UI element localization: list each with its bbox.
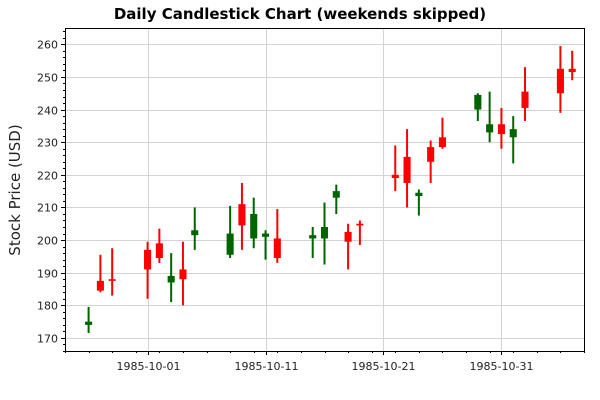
- candle-body: [438, 137, 446, 148]
- candle: [556, 45, 564, 113]
- candle-body: [144, 249, 152, 270]
- candle: [415, 189, 423, 216]
- candle-body: [568, 68, 576, 73]
- candle: [568, 50, 576, 81]
- chart-title: Daily Candlestick Chart (weekends skippe…: [114, 5, 486, 23]
- candle-body: [250, 213, 258, 239]
- x-tick-label: 1985-10-11: [235, 360, 299, 373]
- candle: [474, 93, 482, 121]
- candle-body: [474, 94, 482, 110]
- candle-body: [521, 91, 529, 108]
- plot-frame: [65, 28, 585, 352]
- candle: [320, 202, 329, 265]
- candle: [509, 116, 517, 164]
- candle-body: [497, 124, 505, 135]
- candle-body: [427, 147, 435, 162]
- x-tick-label: 1985-10-01: [117, 360, 181, 373]
- candle-body: [486, 124, 494, 133]
- candle-body: [391, 174, 399, 179]
- candle: [309, 227, 317, 259]
- candle: [356, 220, 364, 245]
- candle: [332, 184, 340, 214]
- candle: [108, 248, 116, 296]
- y-tick-label: 220: [37, 170, 58, 183]
- grid-lines: [65, 28, 584, 351]
- candle-body: [85, 321, 93, 325]
- y-axis-label: Stock Price (USD): [6, 124, 24, 255]
- candle: [250, 197, 258, 249]
- x-axis: 1985-10-01 1985-10-11 1985-10-21 1985-10-31: [65, 351, 585, 373]
- candle: [344, 223, 352, 270]
- y-tick-label: 230: [37, 137, 58, 150]
- candle: [438, 117, 446, 149]
- candle: [403, 129, 411, 208]
- candle-body: [261, 233, 270, 237]
- y-tick-label: 210: [37, 202, 58, 215]
- candle: [96, 254, 104, 293]
- candle: [167, 253, 175, 303]
- candle: [226, 205, 234, 259]
- candle: [191, 207, 199, 250]
- x-tick-label: 1985-10-31: [470, 360, 534, 373]
- candle-body: [403, 156, 411, 183]
- candle: [486, 91, 494, 143]
- candle-body: [415, 192, 423, 197]
- candle: [497, 107, 505, 149]
- candle-body: [191, 230, 199, 236]
- y-tick-label: 190: [37, 268, 58, 281]
- candle-body: [179, 269, 187, 280]
- candle-body: [167, 275, 175, 283]
- y-tick-label: 250: [37, 72, 58, 85]
- y-tick-label: 260: [37, 39, 58, 52]
- candle-body: [320, 227, 329, 239]
- y-tick-label: 240: [37, 105, 58, 118]
- y-tick-label: 180: [37, 300, 58, 313]
- candle-body: [96, 280, 104, 291]
- candle-body: [356, 223, 364, 226]
- candle-body: [108, 279, 116, 281]
- candle-body: [226, 233, 234, 255]
- candle: [85, 306, 93, 334]
- candle-body: [309, 235, 317, 239]
- candle: [521, 67, 529, 121]
- candle-body: [273, 238, 281, 259]
- y-axis: 170 180 190 200 210 220 230 240 250 260: [37, 31, 65, 352]
- y-tick-label: 170: [37, 333, 58, 346]
- candle: [391, 145, 399, 192]
- candle: [427, 140, 435, 183]
- candle-body: [238, 204, 246, 226]
- candle-body: [556, 68, 564, 94]
- candle-body: [332, 191, 340, 198]
- candle: [179, 241, 187, 306]
- candle-body: [509, 129, 517, 138]
- candle: [144, 241, 152, 299]
- x-tick-label: 1985-10-21: [352, 360, 416, 373]
- candle-body: [155, 243, 163, 259]
- candle: [273, 209, 281, 263]
- candle: [238, 182, 246, 250]
- candle: [261, 230, 270, 260]
- candle-body: [344, 231, 352, 242]
- candles: [85, 45, 576, 334]
- candle: [155, 228, 163, 263]
- y-tick-label: 200: [37, 235, 58, 248]
